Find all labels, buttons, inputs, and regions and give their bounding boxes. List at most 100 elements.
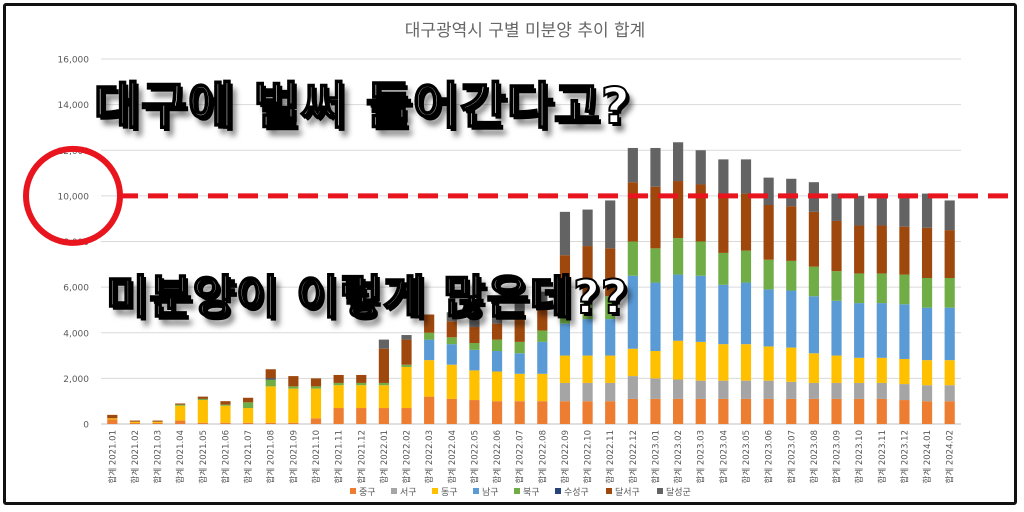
- bar-segment: [469, 343, 480, 350]
- x-tick-label: 합계 2022.10: [583, 430, 594, 484]
- bar-segment: [288, 422, 299, 424]
- bar-segment: [944, 278, 955, 308]
- bar-segment: [944, 200, 955, 231]
- bar-segment: [175, 420, 186, 424]
- bar-segment: [605, 296, 616, 320]
- bar-segment: [129, 421, 141, 423]
- chart-title: 대구광역시 구별 미분양 추이 합계: [405, 21, 646, 41]
- x-tick-label: 합계 2022.03: [424, 430, 435, 484]
- legend-label: 달서구: [615, 486, 640, 498]
- legend-label: 중구: [359, 487, 376, 498]
- bar-segment: [650, 398, 661, 424]
- bar-segment: [876, 225, 887, 274]
- bar-segment: [740, 344, 752, 381]
- bar-segment: [401, 364, 412, 367]
- x-tick-label: 합계 2023.10: [854, 430, 865, 484]
- bar-segment: [673, 142, 684, 182]
- bar-segment: [944, 360, 955, 386]
- bar-segment: [650, 186, 661, 249]
- bar-segment: [786, 347, 797, 382]
- bars: [107, 142, 955, 424]
- bar-segment: [582, 296, 593, 320]
- bar-segment: [491, 323, 503, 340]
- bar-segment: [944, 401, 955, 424]
- bar-segment: [582, 382, 593, 402]
- bar-segment: [650, 378, 661, 399]
- x-tick-label: 합계 2023.09: [832, 430, 843, 484]
- x-tick-label: 합계 2023.04: [718, 430, 729, 484]
- y-tick-label: 4,000: [63, 329, 89, 339]
- bar-segment: [152, 422, 163, 424]
- bar-segment: [197, 398, 208, 401]
- legend-label: 서구: [400, 487, 417, 498]
- bar-segment: [356, 385, 367, 409]
- bar-segment: [627, 376, 638, 399]
- bar-segment: [627, 275, 638, 349]
- bar-segment: [763, 289, 774, 347]
- legend-swatch: [606, 488, 612, 494]
- x-tick-label: 합계 2021.12: [356, 430, 367, 484]
- bar-segment: [673, 181, 684, 239]
- x-tick-label: 합계 2021.11: [334, 430, 345, 484]
- bar-segment: [921, 385, 933, 402]
- bar-segment: [378, 348, 389, 383]
- bar-segment: [265, 386, 276, 423]
- bar-segment: [446, 398, 457, 424]
- bar-segment: [673, 274, 684, 341]
- bar-segment: [944, 230, 955, 278]
- x-tick-label: 합계 2021.06: [220, 430, 231, 484]
- bar-segment: [378, 385, 389, 409]
- bar-segment: [469, 327, 480, 344]
- bar-segment: [854, 195, 865, 226]
- bar-segment: [854, 382, 865, 399]
- bar-segment: [740, 282, 752, 345]
- x-tick-label: 합계 2022.09: [560, 430, 571, 484]
- x-tick-label: 합계 2023.05: [741, 430, 752, 484]
- bar-segment: [650, 351, 661, 379]
- bar-segment: [424, 332, 435, 340]
- bar-segment: [469, 317, 480, 328]
- bar-segment: [921, 227, 933, 278]
- bar-segment: [695, 341, 706, 381]
- bar-segment: [243, 402, 254, 409]
- bar-segment: [175, 404, 186, 406]
- bar-segment: [763, 205, 774, 260]
- bar-segment: [899, 197, 910, 227]
- bar-segment: [537, 401, 548, 424]
- x-tick-label: 합계 2022.11: [605, 430, 616, 484]
- bar-segment: [921, 278, 933, 308]
- bar-segment: [514, 341, 525, 354]
- bar-segment: [763, 177, 774, 205]
- bar-segment: [559, 305, 571, 324]
- bar-segment: [831, 193, 842, 221]
- x-tick-label: 합계 2021.08: [266, 430, 277, 484]
- y-tick-label: 10,000: [58, 192, 90, 202]
- bar-segment: [310, 386, 322, 389]
- bar-segment: [378, 382, 389, 386]
- bar-segment: [831, 271, 842, 301]
- bar-segment: [605, 382, 616, 402]
- x-tick-label: 합계 2022.05: [469, 430, 480, 484]
- bar-segment: [695, 275, 706, 342]
- bar-segment: [695, 398, 706, 424]
- bar-segment: [718, 380, 729, 399]
- bar-segment: [808, 398, 819, 424]
- bar-segment: [378, 408, 389, 424]
- x-tick-label: 합계 2023.02: [673, 430, 684, 484]
- bar-segment: [763, 346, 774, 381]
- bar-segment: [378, 339, 389, 349]
- bar-segment: [491, 351, 503, 372]
- bar-segment: [424, 396, 435, 424]
- bar-segment: [220, 422, 231, 424]
- x-tick-label: 합계 2022.08: [537, 430, 548, 484]
- bar-segment: [831, 300, 842, 356]
- bar-segment: [695, 380, 706, 399]
- bar-segment: [107, 418, 118, 420]
- bar-segment: [673, 340, 684, 380]
- bar-segment: [921, 401, 933, 424]
- bar-segment: [808, 353, 819, 383]
- bar-segment: [175, 403, 186, 405]
- legend-label: 수성구: [564, 487, 589, 498]
- bar-segment: [288, 376, 299, 387]
- bar-segment: [786, 398, 797, 424]
